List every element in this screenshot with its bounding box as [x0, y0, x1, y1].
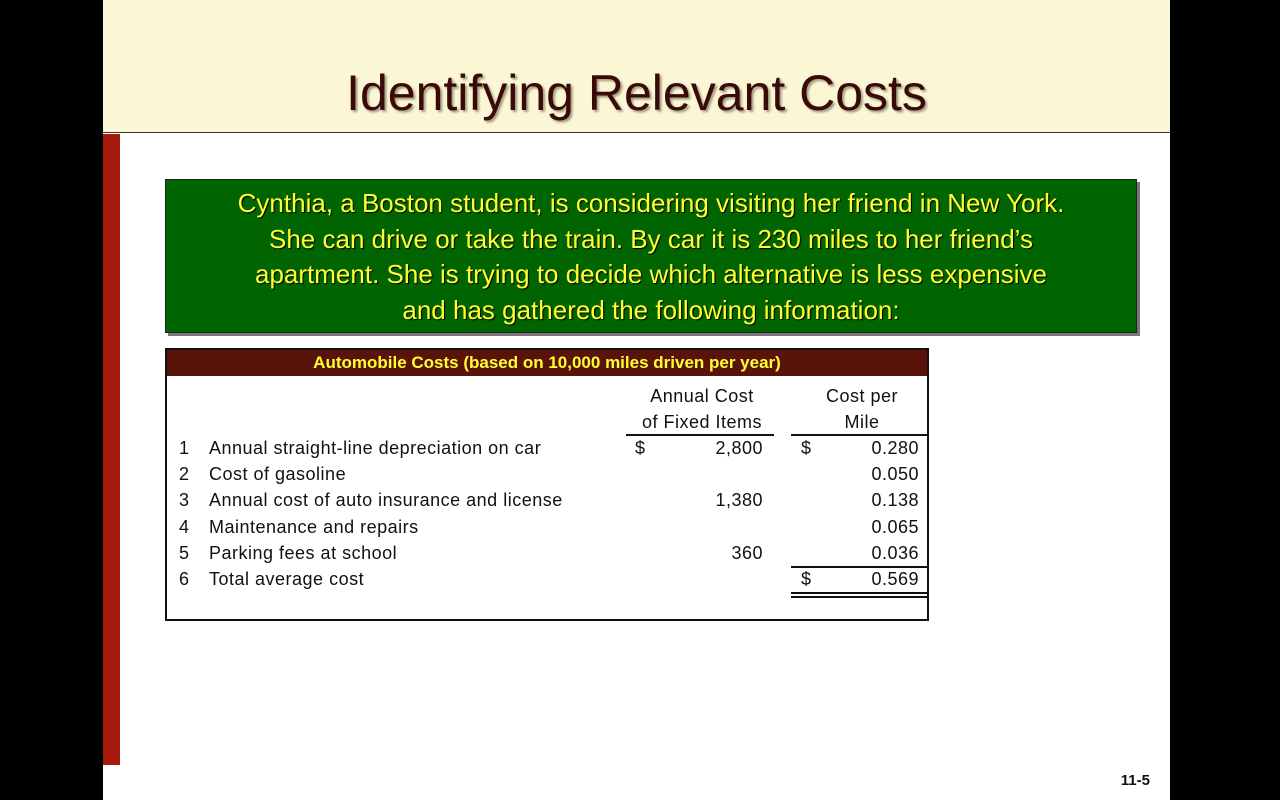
currency-symbol: $ — [635, 438, 646, 458]
row-number: 3 — [179, 490, 190, 511]
row-cost-per-mile: 0.138 — [871, 490, 919, 511]
intro-line: Cynthia, a Boston student, is considerin… — [237, 188, 1065, 218]
row-label: Parking fees at school — [209, 542, 398, 563]
row-fixed-cost: 1,380 — [715, 490, 763, 511]
row-number: 1 — [179, 438, 190, 458]
row-label: Annual cost of auto insurance and licens… — [209, 490, 563, 511]
row-fixed-cost: 360 — [731, 542, 763, 563]
slide-title: Identifying Relevant Costs — [346, 65, 927, 121]
row-cost-per-mile: 0.036 — [871, 542, 919, 563]
intro-box: Cynthia, a Boston student, is considerin… — [165, 179, 1137, 333]
intro-line: and has gathered the following informati… — [402, 294, 900, 325]
table-title: Automobile Costs (based on 10,000 miles … — [167, 350, 927, 376]
cost-table: Automobile Costs (based on 10,000 miles … — [165, 348, 929, 621]
row-label: Maintenance and repairs — [209, 516, 419, 537]
intro-line: apartment. She is trying to decide which… — [255, 259, 1047, 289]
slide-header: Identifying Relevant Costs — [103, 0, 1170, 133]
row-cost-per-mile: 0.065 — [871, 516, 919, 537]
row-cost-per-mile: 0.569 — [871, 569, 919, 589]
col-header-fixed: of Fixed Items — [641, 412, 763, 432]
col-header-fixed: Annual Cost — [650, 386, 754, 406]
row-number: 2 — [179, 464, 190, 485]
currency-symbol: $ — [801, 438, 812, 458]
row-number: 6 — [179, 569, 190, 589]
row-cost-per-mile: 0.050 — [871, 464, 919, 485]
accent-bar — [103, 134, 120, 765]
intro-line: She can drive or take the train. By car … — [269, 223, 1033, 254]
row-label: Cost of gasoline — [209, 464, 347, 485]
row-label: Total average cost — [209, 569, 365, 589]
slide: Identifying Relevant Costs Cynthia, a Bo… — [103, 0, 1170, 800]
row-label: Annual straight-line depreciation on car — [209, 438, 542, 458]
row-fixed-cost: 2,800 — [715, 438, 763, 458]
row-cost-per-mile: 0.280 — [871, 438, 919, 458]
row-number: 4 — [179, 516, 190, 537]
page-number: 11-5 — [1120, 772, 1150, 789]
row-number: 5 — [179, 542, 190, 563]
currency-symbol: $ — [801, 569, 812, 589]
col-header-per-mile: Mile — [844, 412, 880, 432]
col-header-per-mile: Cost per — [825, 386, 899, 406]
